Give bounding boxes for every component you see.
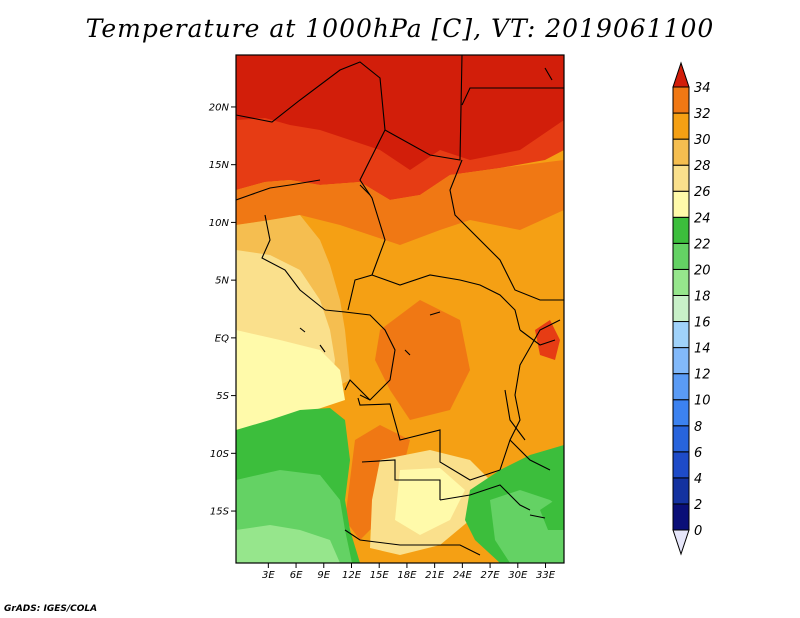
lon-tick-label: 27E: [481, 570, 501, 581]
lon-tick-label: 18E: [397, 570, 417, 581]
colorbar-swatch: [672, 268, 690, 296]
colorbar-label: 16: [694, 316, 711, 331]
lon-tick-label: 30E: [508, 570, 528, 581]
colorbar-label: 10: [694, 394, 711, 409]
colorbar-label: 6: [694, 446, 702, 461]
lon-tick-label: 15E: [370, 570, 390, 581]
colorbar-under-triangle: [672, 529, 690, 556]
country-borders: [236, 55, 564, 556]
colorbar-label: 30: [694, 133, 711, 148]
lat-tick-label: 10N: [209, 218, 230, 229]
lon-tick-label: 21E: [425, 570, 445, 581]
colorbar-swatch: [672, 164, 690, 192]
colorbar-label: 14: [694, 342, 711, 357]
lat-tick-label: 5S: [216, 391, 229, 402]
lat-tick-label: EQ: [215, 333, 229, 344]
colorbar-swatch: [672, 112, 690, 140]
chart-title: Temperature at 1000hPa [C], VT: 20190611…: [85, 14, 715, 43]
grads-credit: GrADS: IGES/COLA: [4, 604, 98, 614]
colorbar-label: 0: [694, 524, 702, 539]
temperature-field: [236, 55, 564, 563]
lat-tick-label: 20N: [209, 102, 230, 113]
colorbar-swatch: [672, 347, 690, 375]
colorbar-label: 32: [694, 107, 711, 122]
colorbar-swatch: [672, 321, 690, 349]
colorbar-swatch: [672, 216, 690, 244]
colorbar-label: 8: [694, 420, 702, 435]
lat-tick-label: 5N: [215, 276, 229, 287]
colorbar-swatch: [672, 503, 690, 531]
colorbar-label: 4: [694, 472, 702, 487]
colorbar-swatch: [672, 425, 690, 453]
lon-tick-label: 6E: [290, 570, 303, 581]
lat-tick-label: 15S: [210, 507, 230, 518]
colorbar-swatch: [672, 399, 690, 427]
colorbar-swatch: [672, 373, 690, 401]
colorbar-label: 18: [694, 289, 711, 304]
colorbar-swatch: [672, 138, 690, 166]
colorbar-swatch: [672, 242, 690, 270]
lon-tick-label: 33E: [536, 570, 556, 581]
colorbar-label: 26: [694, 185, 711, 200]
colorbar-swatch: [672, 294, 690, 323]
latitude-axis: 20N 15N 10N 5N EQ 5S 10S 15S: [209, 102, 236, 518]
colorbar-label: 12: [694, 368, 711, 383]
colorbar-label: 34: [694, 81, 711, 96]
lat-tick-label: 10S: [210, 449, 230, 460]
longitude-axis: 3E 6E 9E 12E 15E 18E 21E 24E 27E 30E 33E: [262, 563, 556, 581]
lat-tick-label: 15N: [209, 160, 230, 171]
colorbar-swatch: [672, 190, 690, 218]
colorbar-swatch: [672, 86, 690, 114]
colorbar-label: 24: [694, 211, 711, 226]
lon-tick-label: 3E: [262, 570, 275, 581]
lon-tick-label: 12E: [342, 570, 362, 581]
colorbar-swatch: [672, 451, 690, 479]
lon-tick-label: 24E: [453, 570, 473, 581]
lon-tick-label: 9E: [317, 570, 330, 581]
colorbar-over-triangle: [672, 61, 690, 88]
colorbar-label: 2: [694, 498, 702, 513]
colorbar-label: 22: [694, 237, 711, 252]
map-frame: [235, 54, 565, 564]
colorbar-swatch: [672, 477, 690, 505]
colorbar-label: 28: [694, 159, 711, 174]
colorbar-label: 20: [694, 263, 711, 278]
